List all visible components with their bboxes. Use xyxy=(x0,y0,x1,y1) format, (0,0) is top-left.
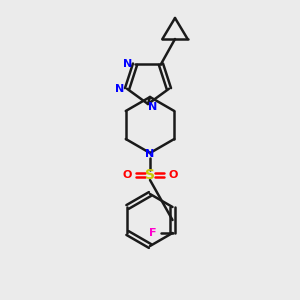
Text: N: N xyxy=(123,59,133,69)
Text: O: O xyxy=(122,170,132,180)
Text: N: N xyxy=(116,84,125,94)
Text: F: F xyxy=(149,228,156,238)
Text: O: O xyxy=(168,170,178,180)
Text: N: N xyxy=(146,149,154,159)
Text: S: S xyxy=(145,168,155,182)
Text: N: N xyxy=(148,102,158,112)
